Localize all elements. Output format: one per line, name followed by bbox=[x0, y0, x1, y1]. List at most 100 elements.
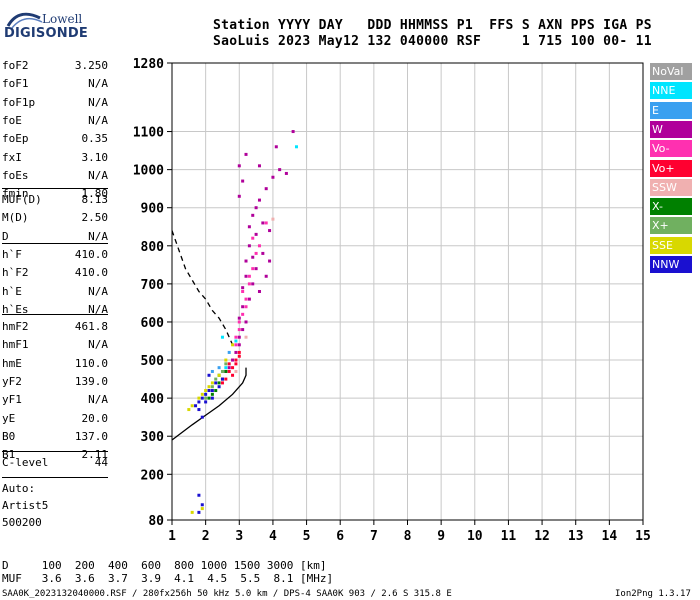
point-sse bbox=[197, 396, 201, 400]
param-separator bbox=[2, 451, 108, 452]
param-key: MUF(D) bbox=[2, 193, 42, 206]
point-ssw bbox=[271, 217, 275, 221]
param-key: foEs bbox=[2, 168, 29, 182]
param-key: foEp bbox=[2, 132, 29, 146]
param-value: 1.80 bbox=[81, 187, 109, 201]
point-w bbox=[254, 206, 258, 210]
param-row-b0: B0 137.0 bbox=[2, 428, 108, 446]
point-vo- bbox=[231, 373, 235, 377]
param-key: C-level bbox=[2, 456, 49, 469]
point-w bbox=[251, 213, 255, 217]
point-vo- bbox=[244, 297, 248, 301]
legend-item-noval: NoVal bbox=[650, 63, 692, 80]
point-vo- bbox=[237, 320, 241, 324]
param-key: h`Es bbox=[2, 302, 29, 316]
point-w bbox=[257, 290, 261, 293]
x-tick-label: 7 bbox=[370, 529, 378, 544]
point-x- bbox=[220, 369, 224, 373]
header-row-2: SaoLuis 2023 May12 132 040000 RSF 1 715 … bbox=[213, 34, 652, 49]
x-tick-label: 12 bbox=[534, 529, 550, 544]
point-w bbox=[244, 152, 248, 156]
logo-swoosh-icon bbox=[6, 12, 43, 29]
param-value: 44 bbox=[94, 456, 108, 469]
param-row-fof2: foF2 3.250 bbox=[2, 57, 108, 75]
point-w bbox=[231, 358, 235, 362]
point-w bbox=[257, 198, 261, 202]
point-nnw bbox=[200, 415, 204, 419]
y-tick-label: 800 bbox=[141, 240, 165, 255]
param-key: hmF1 bbox=[2, 338, 29, 352]
point-x- bbox=[210, 392, 214, 396]
param-value: N/A bbox=[88, 284, 108, 298]
point-sse bbox=[200, 392, 204, 396]
point-w bbox=[241, 328, 245, 332]
param-key: foF1p bbox=[2, 95, 36, 109]
point-w bbox=[254, 232, 258, 236]
y-tick-label: 80 bbox=[148, 514, 164, 529]
point-w bbox=[251, 255, 255, 259]
point-w bbox=[251, 282, 255, 286]
point-w bbox=[237, 194, 241, 198]
y-tick-label: 500 bbox=[141, 354, 165, 369]
point-sse bbox=[217, 373, 221, 377]
point-vo- bbox=[220, 381, 224, 385]
point-w bbox=[247, 225, 251, 229]
point-ssw bbox=[244, 335, 248, 339]
point-w bbox=[278, 168, 282, 172]
param-row-d: D N/A bbox=[2, 228, 108, 246]
point-w bbox=[264, 274, 268, 278]
point-vo- bbox=[251, 267, 255, 271]
x-tick-label: 8 bbox=[404, 529, 412, 544]
point-x- bbox=[204, 396, 208, 400]
point-x- bbox=[217, 381, 221, 385]
point-vo- bbox=[224, 377, 228, 381]
point-w bbox=[257, 164, 261, 168]
legend-item-nne: NNE bbox=[650, 82, 692, 100]
point-w bbox=[261, 221, 265, 225]
param-separator bbox=[2, 477, 108, 478]
auto-scaling-line: Auto: bbox=[2, 482, 36, 495]
param-row-fmin: fmin 1.80 bbox=[2, 185, 108, 203]
point-w bbox=[247, 244, 251, 248]
footer-muf-row: MUF 3.6 3.6 3.7 3.9 4.1 4.5 5.5 8.1 [MHz… bbox=[2, 572, 334, 585]
legend-item-vo-: Vo+ bbox=[650, 159, 692, 177]
point-w bbox=[237, 164, 241, 168]
point-vo- bbox=[234, 358, 238, 362]
point-nnw bbox=[220, 377, 224, 381]
param-row-c-level: C-level 44 bbox=[2, 454, 108, 472]
param-value: 137.0 bbox=[74, 429, 108, 443]
param-value: 3.250 bbox=[74, 59, 108, 72]
point-sse bbox=[187, 408, 191, 412]
param-value: 410.0 bbox=[74, 266, 108, 280]
point-vo- bbox=[234, 335, 238, 339]
y-tick-label: 1100 bbox=[133, 126, 164, 141]
logo-digisonde-text: DIGISONDE bbox=[4, 26, 88, 41]
y-tick-label: 1280 bbox=[133, 57, 164, 72]
auto-scaling-line: Artist5 bbox=[2, 499, 49, 512]
legend-item-vo-: Vo- bbox=[650, 140, 692, 158]
point-w bbox=[291, 130, 295, 134]
param-row-foep: foEp 0.35 bbox=[2, 130, 108, 148]
y-tick-label: 300 bbox=[141, 430, 165, 445]
point-nne bbox=[234, 339, 238, 343]
point-w bbox=[244, 259, 248, 263]
point-w bbox=[284, 171, 288, 175]
point-w bbox=[247, 297, 251, 301]
x-tick-label: 11 bbox=[501, 529, 517, 544]
y-tick-label: 900 bbox=[141, 202, 165, 217]
point-x- bbox=[224, 362, 228, 366]
point-w bbox=[227, 366, 231, 370]
param-key: hmE bbox=[2, 356, 22, 370]
point-e bbox=[210, 369, 214, 373]
point-x- bbox=[214, 389, 218, 393]
footer-distance-row: D 100 200 400 600 800 1000 1500 3000 [km… bbox=[2, 559, 327, 572]
param-row-hmf1: hmF1 N/A bbox=[2, 336, 108, 354]
footer-file-info: SAA0K_2023132040000.RSF / 280fx256h 50 k… bbox=[2, 589, 452, 599]
param-value: N/A bbox=[88, 113, 108, 127]
point-vo- bbox=[247, 274, 251, 278]
param-value: 3.10 bbox=[81, 150, 109, 164]
param-row-h-f: h`F 410.0 bbox=[2, 246, 108, 264]
point-nnw bbox=[210, 389, 214, 393]
x-tick-label: 10 bbox=[467, 529, 483, 544]
point-w bbox=[254, 267, 258, 271]
